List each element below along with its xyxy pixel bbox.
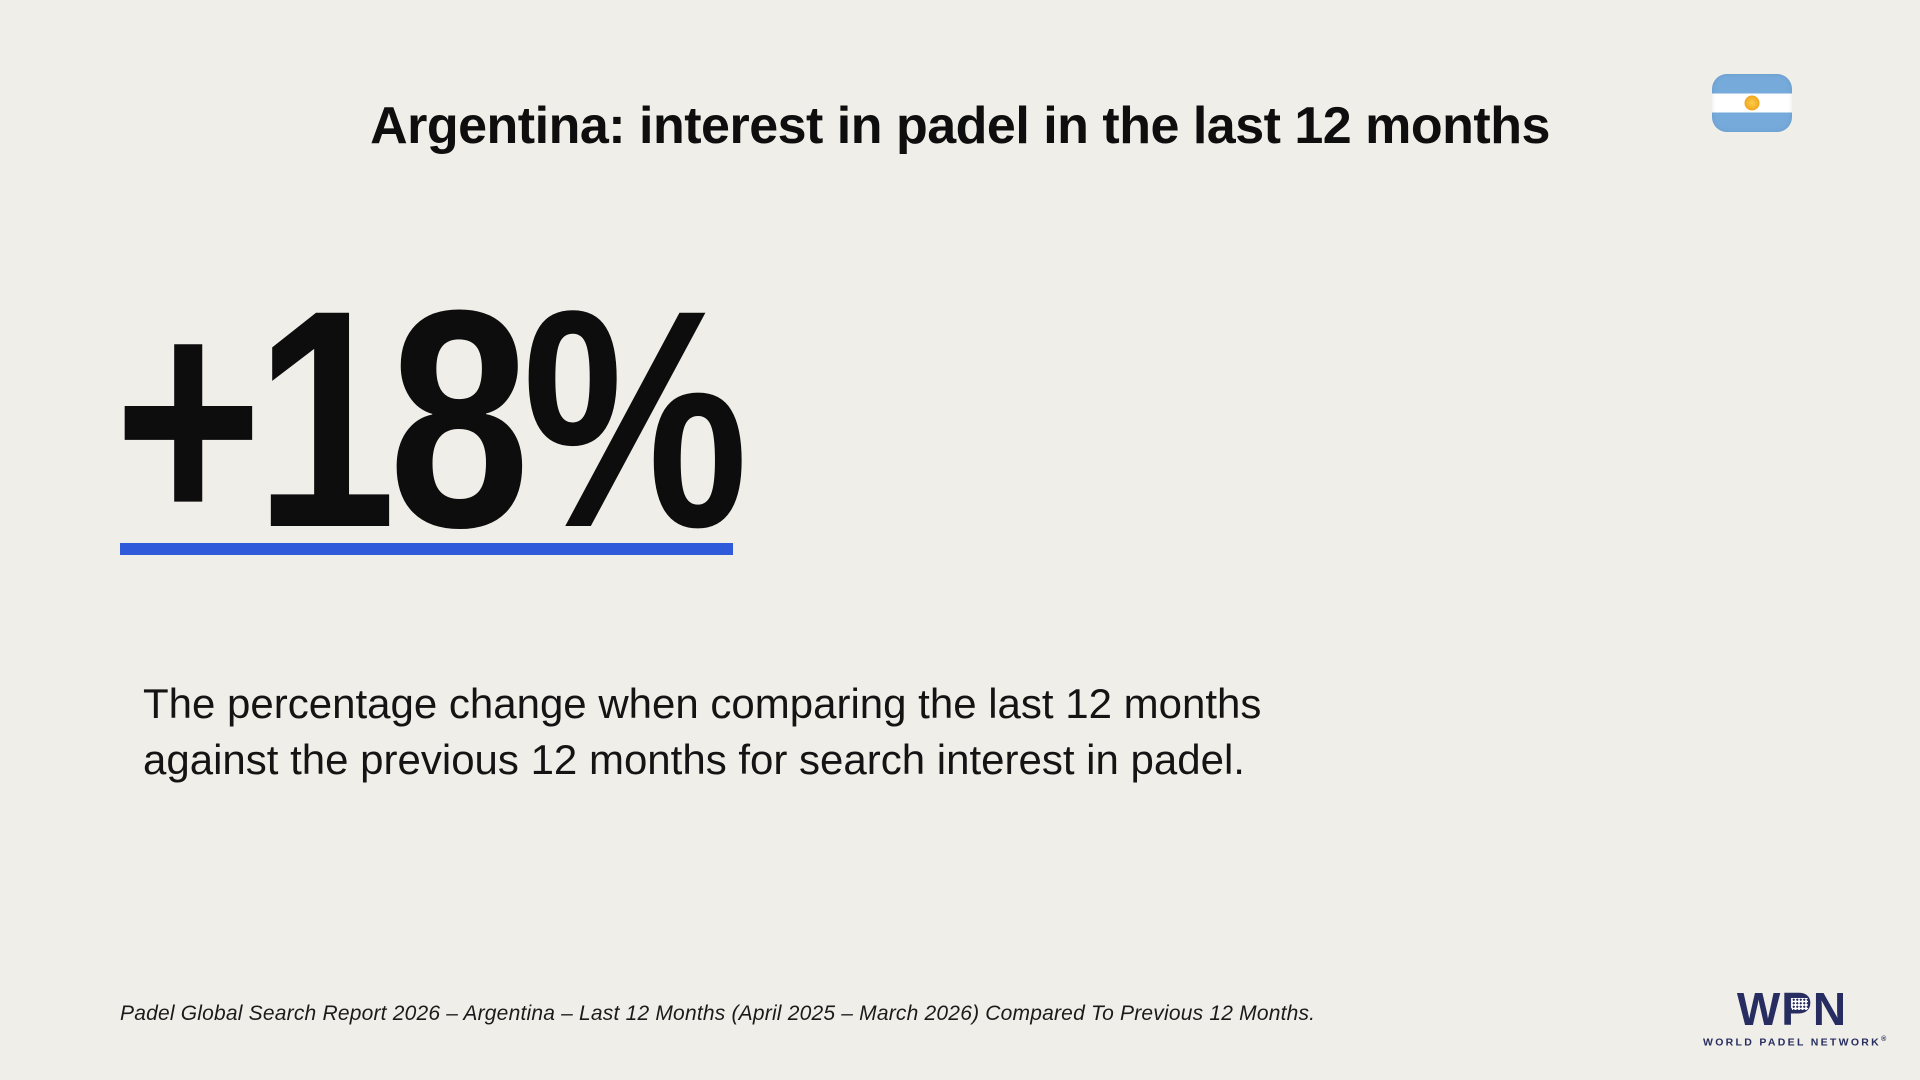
stat-description: The percentage change when comparing the…	[143, 676, 1261, 788]
wpn-logo-subtitle-text: WORLD PADEL NETWORK	[1703, 1036, 1882, 1049]
page-title: Argentina: interest in padel in the last…	[370, 96, 1550, 155]
stat-value: +18%	[114, 245, 748, 592]
registered-trademark-symbol: ®	[1881, 1036, 1887, 1043]
stat-description-line-1: The percentage change when comparing the…	[143, 680, 1262, 727]
stat-accent-underline	[120, 543, 733, 555]
wpn-logo-subtitle: WORLD PADEL NETWORK®	[1703, 1036, 1886, 1049]
stat-description-line-2: against the previous 12 months for searc…	[143, 736, 1245, 783]
argentina-flag-icon	[1712, 74, 1792, 132]
wpn-logo-acronym: WPN	[1703, 986, 1881, 1032]
wpn-logo-text: WPN	[1737, 983, 1847, 1035]
wpn-logo: WPN WORLD PADEL NETWORK®	[1703, 986, 1886, 1049]
source-note: Padel Global Search Report 2026 – Argent…	[120, 1002, 1316, 1025]
sun-of-may-icon	[1744, 95, 1760, 111]
wpn-logo-dot-pattern	[1792, 998, 1808, 1010]
